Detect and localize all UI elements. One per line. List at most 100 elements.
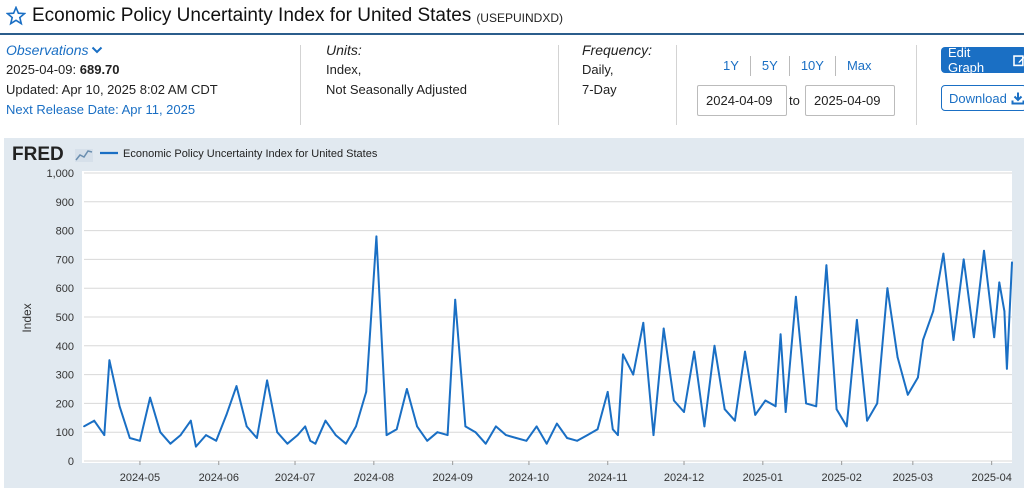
frequency-label: Frequency: <box>582 42 653 58</box>
range-tab-max[interactable]: Max <box>846 58 872 73</box>
gridlines <box>84 172 1012 465</box>
x-tick-label: 2025-02 <box>821 472 861 484</box>
range-tabs: 1Y 5Y 10Y Max <box>712 56 883 76</box>
data-point <box>355 425 357 428</box>
data-point <box>505 434 507 436</box>
series-points <box>83 235 1013 448</box>
data-point <box>276 431 279 434</box>
data-point <box>395 428 398 431</box>
data-point <box>286 442 289 445</box>
range-tab-10y[interactable]: 10Y <box>790 56 836 76</box>
data-point <box>205 434 207 436</box>
data-point <box>345 442 347 445</box>
data-point <box>952 339 955 341</box>
download-button[interactable]: Download <box>941 85 1024 111</box>
data-point <box>683 411 685 413</box>
chart-svg[interactable]: FRED Economic Policy Uncertainty Index f… <box>4 138 1024 488</box>
x-tick-label: 2024-09 <box>432 472 472 484</box>
divider <box>676 45 677 125</box>
y-tick-label: 700 <box>56 254 74 266</box>
data-point <box>266 379 268 382</box>
data-point <box>922 339 924 341</box>
data-point <box>866 419 868 422</box>
data-point <box>1003 310 1006 313</box>
edit-graph-button[interactable]: Edit Graph <box>941 45 1024 75</box>
y-tick-label: 0 <box>68 456 74 468</box>
data-point <box>169 442 172 445</box>
data-point <box>754 414 757 416</box>
data-point <box>662 327 665 330</box>
divider <box>300 45 301 125</box>
range-tab-1y[interactable]: 1Y <box>712 56 751 76</box>
title-bar: Economic Policy Uncertainty Index for Un… <box>0 0 1024 32</box>
data-point <box>103 434 106 436</box>
data-point <box>525 439 528 442</box>
range-tab-5y[interactable]: 5Y <box>751 56 790 76</box>
next-release-link[interactable]: Next Release Date: Apr 11, 2025 <box>6 102 196 117</box>
data-point <box>622 353 624 356</box>
data-point <box>189 419 192 422</box>
data-point <box>225 414 228 416</box>
units-panel: Units: Index, Not Seasonally Adjusted <box>326 40 467 100</box>
y-axis-ticks: 0 100 200 300 400 500 600 700 800 900 1,000 <box>46 168 74 468</box>
data-point <box>998 281 1001 284</box>
data-point <box>215 439 218 442</box>
data-point <box>779 333 782 336</box>
data-point <box>856 319 858 321</box>
title-divider <box>0 33 1024 35</box>
data-point <box>993 336 996 339</box>
data-point <box>495 425 497 428</box>
data-point <box>385 434 388 436</box>
data-point <box>606 391 609 393</box>
data-point <box>673 399 675 402</box>
data-point <box>825 264 828 267</box>
data-point <box>375 235 378 238</box>
data-point <box>365 391 368 393</box>
data-point <box>515 437 518 439</box>
data-point <box>93 419 96 422</box>
x-tick-label: 2025-01 <box>743 472 783 484</box>
y-tick-label: 800 <box>56 226 74 238</box>
chevron-down-icon <box>92 46 103 54</box>
data-point <box>642 321 645 324</box>
data-point <box>1006 367 1008 370</box>
data-point <box>159 431 162 434</box>
data-point <box>474 431 477 434</box>
data-point <box>118 405 121 408</box>
data-point <box>835 408 838 411</box>
x-tick-label: 2024-05 <box>120 472 160 484</box>
x-axis-ticks: 2024-05 2024-06 2024-07 2024-08 2024-09 2024-… <box>120 472 1012 484</box>
data-point <box>179 434 182 436</box>
edit-icon <box>1013 55 1024 67</box>
data-point <box>983 249 985 252</box>
data-point <box>764 399 767 402</box>
x-tick-label: 2025-04 <box>971 472 1011 484</box>
data-point <box>139 439 141 442</box>
data-point <box>426 439 429 442</box>
x-tick-label: 2024-07 <box>275 472 315 484</box>
x-tick-label: 2024-12 <box>664 472 704 484</box>
y-tick-label: 1,000 <box>46 168 74 180</box>
star-icon[interactable] <box>5 5 27 26</box>
data-point <box>932 310 935 313</box>
x-tick-label: 2024-08 <box>354 472 394 484</box>
y-tick-label: 200 <box>56 398 74 410</box>
download-icon <box>1011 92 1024 105</box>
end-date-input[interactable]: 2025-04-09 <box>805 85 895 116</box>
data-point <box>446 434 449 436</box>
start-date-input[interactable]: 2024-04-09 <box>697 85 787 116</box>
data-point <box>406 388 408 390</box>
data-point <box>596 428 599 431</box>
data-point <box>108 359 111 362</box>
y-tick-label: 600 <box>56 283 74 295</box>
data-point <box>734 419 736 422</box>
observations-toggle[interactable]: Observations <box>6 40 218 60</box>
data-point <box>795 295 797 298</box>
data-point <box>962 258 965 261</box>
data-point <box>784 411 787 413</box>
data-point <box>556 422 558 425</box>
fred-logo: FRED <box>12 144 64 165</box>
y-tick-label: 400 <box>56 341 74 353</box>
data-point <box>586 434 589 436</box>
download-label: Download <box>949 90 1007 106</box>
